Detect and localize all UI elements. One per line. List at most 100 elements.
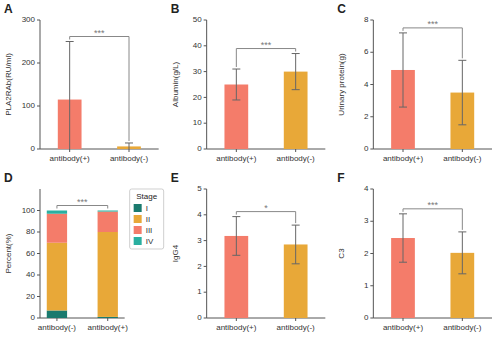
y-tick <box>37 275 40 276</box>
panel: APLA2RAb(RU/ml)0100200300antibody(+)anti… <box>4 2 159 163</box>
legend-label: III <box>146 226 153 235</box>
title: B <box>171 2 180 16</box>
significance-label: *** <box>261 40 272 50</box>
panel: CUrinary protein(g)02468antibody(+)antib… <box>337 2 492 163</box>
legend-frame <box>130 189 164 249</box>
y-tick-label: 3 <box>197 236 202 245</box>
y-tick <box>370 318 373 319</box>
y-tick-label: 0 <box>197 313 202 322</box>
y-axis-label: Urinary protein(g) <box>337 53 346 116</box>
panel: DPercent(%)020406080100antibody(-)antibo… <box>4 171 164 332</box>
y-tick <box>204 266 207 267</box>
x-tick <box>295 318 296 321</box>
x-tick-label: antibody(-) <box>443 154 482 163</box>
error-cap <box>458 231 466 232</box>
y-tick-label: 50 <box>193 15 202 24</box>
x-tick-label: antibody(-) <box>277 154 316 163</box>
y-tick <box>370 149 373 150</box>
y-tick-label: 0 <box>31 313 36 322</box>
x-tick-label: antibody(+) <box>88 323 129 332</box>
y-tick-label: 0 <box>364 313 369 322</box>
x-tick <box>56 318 57 321</box>
x-tick-label: antibody(+) <box>216 323 257 332</box>
title: F <box>337 171 344 185</box>
y-tick-label: 6 <box>364 47 369 56</box>
error-cap <box>66 41 74 42</box>
legend-swatch <box>134 237 142 245</box>
x-tick <box>403 149 404 152</box>
error-cap <box>399 213 407 214</box>
error-bar <box>399 214 407 262</box>
y-tick-label: 0 <box>197 144 202 153</box>
y-tick <box>370 253 373 254</box>
panel: FC301234antibody(+)antibody(-)*** <box>337 171 492 332</box>
y-tick <box>37 63 40 64</box>
y-axis-line <box>206 189 207 318</box>
y-axis-label: Albumin(g/L) <box>171 61 180 107</box>
error-bar <box>125 143 133 149</box>
error-stem <box>236 69 237 100</box>
bar-segment <box>47 214 67 243</box>
x-tick <box>295 149 296 152</box>
x-tick <box>107 318 108 321</box>
figure: APLA2RAb(RU/ml)0100200300antibody(+)anti… <box>0 0 500 338</box>
x-tick <box>129 149 130 152</box>
significance-bracket: *** <box>403 200 462 230</box>
y-tick-label: 10 <box>193 118 202 127</box>
y-tick <box>370 189 373 190</box>
y-tick <box>37 149 40 150</box>
significance-label: *** <box>427 200 438 210</box>
x-tick <box>236 318 237 321</box>
y-tick <box>204 20 207 21</box>
plot-area <box>224 217 307 318</box>
x-tick <box>403 318 404 321</box>
error-cap <box>292 225 300 226</box>
y-tick-label: 8 <box>364 15 369 24</box>
error-cap <box>125 142 133 143</box>
y-tick-label: 1 <box>364 281 369 290</box>
legend: StageIIIIIIIV <box>130 189 164 249</box>
x-tick <box>69 149 70 152</box>
legend-swatch <box>134 226 142 234</box>
bar-segment <box>98 317 118 318</box>
x-tick <box>236 149 237 152</box>
error-cap <box>232 255 240 256</box>
bracket-line <box>403 28 462 58</box>
bar-segment <box>47 243 67 311</box>
error-cap <box>458 273 466 274</box>
bracket-line <box>236 49 295 67</box>
y-tick <box>37 232 40 233</box>
significance-label: *** <box>94 28 105 38</box>
error-cap <box>292 263 300 264</box>
bar-segment <box>98 212 118 232</box>
y-axis-label: PLA2RAb(RU/ml) <box>4 53 13 116</box>
error-stem <box>295 225 296 264</box>
y-tick-label: 0 <box>364 144 369 153</box>
x-tick-label: antibody(+) <box>383 154 424 163</box>
y-tick <box>37 318 40 319</box>
y-tick <box>37 20 40 21</box>
error-bar <box>232 217 240 256</box>
y-tick-label: 4 <box>364 80 369 89</box>
bracket-line <box>70 37 129 141</box>
y-tick <box>37 106 40 107</box>
error-cap <box>458 60 466 61</box>
y-tick <box>370 52 373 53</box>
y-tick-label: 3 <box>364 216 369 225</box>
error-stem <box>403 214 404 262</box>
bar-segment <box>98 211 118 212</box>
legend-label: I <box>146 204 148 213</box>
y-axis-label: C3 <box>337 248 346 259</box>
y-tick-label: 100 <box>22 206 36 215</box>
y-tick <box>204 214 207 215</box>
y-tick-label: 80 <box>26 227 35 236</box>
x-tick <box>462 318 463 321</box>
legend-swatch <box>134 215 142 223</box>
significance-bracket: *** <box>236 40 295 67</box>
y-tick-label: 60 <box>26 249 35 258</box>
legend-label: II <box>146 215 150 224</box>
y-axis-line <box>40 20 41 149</box>
y-tick <box>370 221 373 222</box>
error-stem <box>462 60 463 125</box>
error-bar <box>458 60 466 125</box>
